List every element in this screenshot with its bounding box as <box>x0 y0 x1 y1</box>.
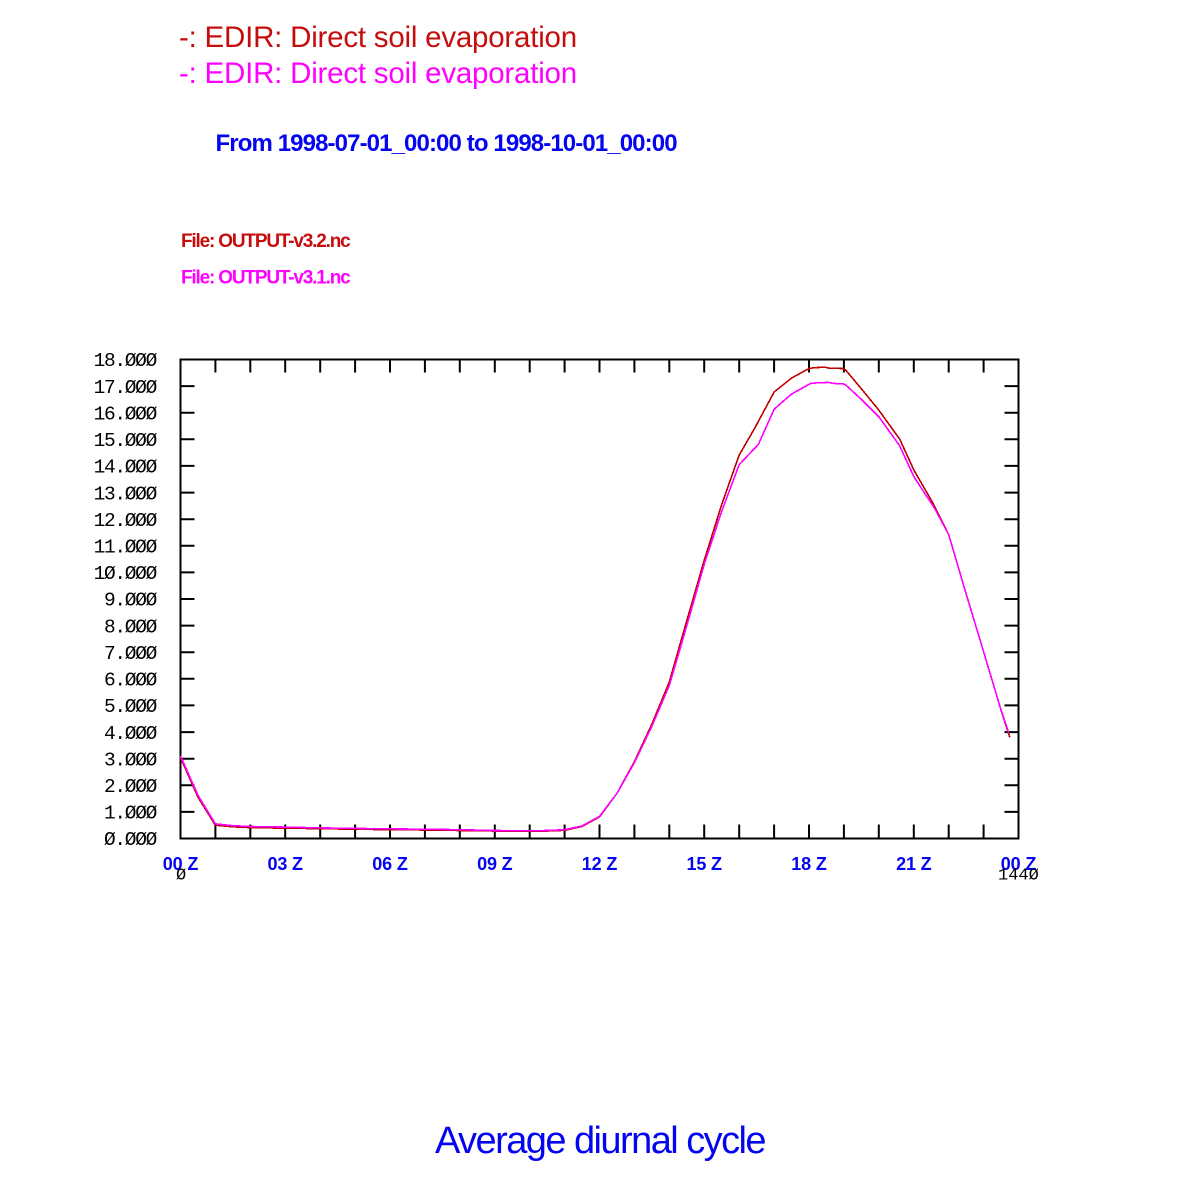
svg-text:144Ø: 144Ø <box>998 867 1039 886</box>
svg-text:Ø: Ø <box>176 867 186 886</box>
svg-text:1.ØØØ: 1.ØØØ <box>104 803 158 825</box>
svg-text:File: OUTPUT-v3.1.nc: File: OUTPUT-v3.1.nc <box>181 268 351 289</box>
svg-text:11.ØØØ: 11.ØØØ <box>94 537 158 559</box>
svg-text:File: OUTPUT-v3.2.nc: File: OUTPUT-v3.2.nc <box>181 231 351 252</box>
svg-text:16.ØØØ: 16.ØØØ <box>94 403 158 425</box>
svg-text:4.ØØØ: 4.ØØØ <box>104 723 158 745</box>
svg-text:09 Z: 09 Z <box>477 854 513 874</box>
svg-text:15.ØØØ: 15.ØØØ <box>94 430 158 452</box>
svg-text:-: EDIR: Direct soil evaporati: -: EDIR: Direct soil evaporation <box>179 21 577 54</box>
svg-text:2.ØØØ: 2.ØØØ <box>104 776 158 798</box>
svg-text:3.ØØØ: 3.ØØØ <box>104 749 158 771</box>
svg-text:06 Z: 06 Z <box>372 854 408 874</box>
svg-text:18.ØØØ: 18.ØØØ <box>94 350 158 372</box>
svg-text:12 Z: 12 Z <box>582 854 618 874</box>
svg-text:5.ØØØ: 5.ØØØ <box>104 696 158 718</box>
svg-text:00 Z: 00 Z <box>163 854 199 874</box>
svg-text:21 Z: 21 Z <box>896 854 932 874</box>
svg-text:00 Z: 00 Z <box>1001 854 1037 874</box>
svg-text:14.ØØØ: 14.ØØØ <box>94 457 158 479</box>
svg-text:6.ØØØ: 6.ØØØ <box>104 670 158 692</box>
svg-text:12.ØØØ: 12.ØØØ <box>94 510 158 532</box>
svg-text:From 1998-07-01_00:00 to 1998-: From 1998-07-01_00:00 to 1998-10-01_00:0… <box>216 130 678 157</box>
svg-text:9.ØØØ: 9.ØØØ <box>104 590 158 612</box>
svg-text:17.ØØØ: 17.ØØØ <box>94 377 158 399</box>
svg-text:Ø.ØØØ: Ø.ØØØ <box>104 829 158 851</box>
svg-text:Average diurnal cycle: Average diurnal cycle <box>435 1120 765 1162</box>
svg-text:18 Z: 18 Z <box>791 854 827 874</box>
svg-text:8.ØØØ: 8.ØØØ <box>104 616 158 638</box>
svg-text:7.ØØØ: 7.ØØØ <box>104 643 158 665</box>
svg-text:-: EDIR: Direct soil evaporati: -: EDIR: Direct soil evaporation <box>179 57 577 90</box>
svg-text:15 Z: 15 Z <box>686 854 722 874</box>
svg-text:13.ØØØ: 13.ØØØ <box>94 483 158 505</box>
svg-text:03 Z: 03 Z <box>267 854 303 874</box>
svg-text:1Ø.ØØØ: 1Ø.ØØØ <box>94 563 158 585</box>
